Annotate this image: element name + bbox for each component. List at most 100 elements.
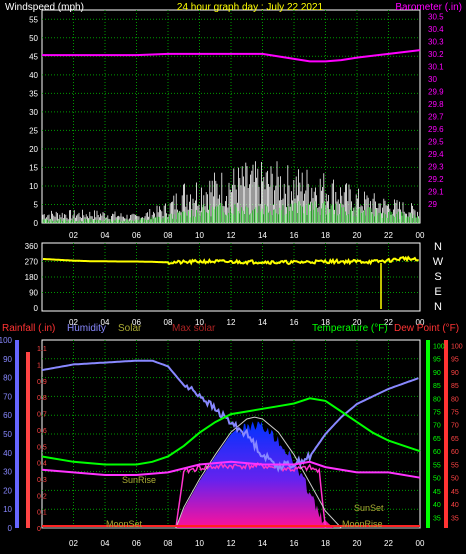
time-tick-label: 18 — [321, 231, 330, 240]
temperature-tick: 75 — [433, 409, 441, 416]
rainfall-tick: 0 — [37, 526, 41, 533]
time-tick-label: 10 — [195, 318, 204, 327]
temperature-legend: Temperature (°F) — [312, 323, 388, 334]
barometer-tick: 30.1 — [428, 62, 444, 71]
solar-pink-line — [175, 461, 327, 529]
compass-label: S — [434, 271, 441, 283]
time-tick-label: 14 — [258, 539, 267, 548]
humidity-tick: 40 — [3, 449, 12, 458]
rainfall-legend: Rainfall (.in) — [2, 323, 55, 334]
humidity-line — [41, 359, 419, 473]
humidity-tick: 50 — [3, 430, 12, 439]
barometer-line — [42, 49, 421, 63]
max-solar-legend: Max solar — [172, 323, 216, 334]
dewpoint-tick: 90 — [451, 370, 459, 377]
panel2-grid — [42, 243, 420, 311]
compass-label: N — [434, 241, 442, 253]
barometer-tick: 30.3 — [428, 37, 444, 46]
rainfall-tick: 0.6 — [37, 428, 47, 435]
time-tick-label: 08 — [164, 318, 173, 327]
solar-legend: Solar — [118, 323, 142, 334]
panel1-grid — [42, 10, 420, 223]
windspeed-tick: 45 — [29, 52, 38, 61]
temperature-tick: 100 — [433, 343, 445, 350]
rainfall-axis-bar — [26, 352, 30, 528]
windspeed-tick: 30 — [29, 108, 38, 117]
panel3-time-tick-labels: 02 04 06 08 10 12 14 16 18 20 22 00 — [69, 539, 425, 548]
humidity-axis-bar — [15, 340, 19, 528]
dewpoint-tick: 45 — [451, 489, 459, 496]
time-tick-label: 12 — [227, 539, 236, 548]
barometer-tick-labels: 30.5 30.4 30.3 30.2 30.1 30 29.9 29.8 29.7 29.6 29… — [428, 12, 444, 209]
compass-label: E — [434, 286, 441, 298]
dewpoint-tick: 75 — [451, 409, 459, 416]
windspeed-tick: 10 — [29, 182, 38, 191]
humidity-legend: Humidity — [67, 323, 106, 334]
temperature-tick: 90 — [433, 370, 441, 377]
barometer-tick: 30.4 — [428, 25, 444, 34]
wind-barometer-panel: Windspeed (mph) 24 hour graph day : July… — [5, 2, 462, 240]
time-tick-label: 08 — [164, 539, 173, 548]
direction-tick: 90 — [29, 289, 38, 298]
max-solar-curve — [42, 416, 420, 529]
windspeed-tick: 20 — [29, 145, 38, 154]
rainfall-tick: 0.8 — [37, 395, 47, 402]
temperature-tick: 40 — [433, 502, 441, 509]
dewpoint-tick: 55 — [451, 462, 459, 469]
humidity-tick: 70 — [3, 392, 12, 401]
dewpoint-tick: 80 — [451, 396, 459, 403]
windspeed-tick: 15 — [29, 163, 38, 172]
time-tick-label: 04 — [101, 539, 110, 548]
direction-tick: 0 — [34, 304, 39, 313]
dewpoint-tick: 35 — [451, 515, 459, 522]
direction-tick: 270 — [25, 258, 39, 267]
temperature-tick: 50 — [433, 476, 441, 483]
dewpoint-axis-bar — [444, 340, 448, 528]
wind-direction-line — [43, 255, 419, 266]
rainfall-tick: 1 — [37, 363, 41, 370]
barometer-tick: 30.2 — [428, 50, 444, 59]
humidity-tick: 80 — [3, 374, 12, 383]
compass-label: W — [433, 256, 444, 268]
temperature-humidity-solar-panel: Rainfall (.in) Humidity Solar Max solar … — [0, 323, 463, 548]
time-tick-label: 22 — [384, 318, 393, 327]
rainfall-tick-labels: 1.1 1 0.9 0.8 0.7 0.6 0.5 0.4 0.3 0.2 0.1 0 — [37, 346, 47, 533]
temperature-tick: 70 — [433, 423, 441, 430]
rainfall-tick: 0.4 — [37, 461, 47, 468]
panel2-time-tick-labels: 02 04 06 08 10 12 14 16 18 20 22 00 — [69, 318, 425, 327]
dewpoint-tick: 70 — [451, 423, 459, 430]
time-tick-label: 18 — [321, 539, 330, 548]
temperature-line — [41, 397, 421, 466]
time-tick-label: 06 — [132, 231, 141, 240]
time-tick-label: 14 — [258, 318, 267, 327]
barometer-tick: 29.6 — [428, 125, 444, 134]
rainfall-tick: 0.2 — [37, 493, 47, 500]
moonrise-annotation: MoonRise — [342, 519, 383, 529]
barometer-tick: 29.9 — [428, 87, 444, 96]
dewpoint-line — [41, 460, 421, 479]
direction-tick-labels: 360 270 180 90 0 — [25, 242, 39, 313]
temperature-tick: 45 — [433, 489, 441, 496]
time-tick-label: 12 — [227, 318, 236, 327]
time-tick-label: 04 — [101, 318, 110, 327]
barometer-tick: 29.2 — [428, 175, 444, 184]
moonset-annotation: MoonSet — [106, 519, 143, 529]
wind-average-series — [42, 200, 420, 223]
windspeed-axis-label: Windspeed (mph) — [5, 2, 84, 13]
time-tick-label: 20 — [353, 539, 362, 548]
time-tick-label: 16 — [290, 318, 299, 327]
humidity-tick: 30 — [3, 468, 12, 477]
barometer-tick: 30 — [428, 75, 437, 84]
time-tick-label: 08 — [164, 231, 173, 240]
barometer-tick: 29.3 — [428, 163, 444, 172]
humidity-tick: 0 — [8, 524, 13, 533]
barometer-axis-label: Barometer (.in) — [395, 2, 462, 13]
temperature-tick: 85 — [433, 383, 441, 390]
rainfall-tick: 0.9 — [37, 379, 47, 386]
humidity-tick: 100 — [0, 336, 13, 345]
